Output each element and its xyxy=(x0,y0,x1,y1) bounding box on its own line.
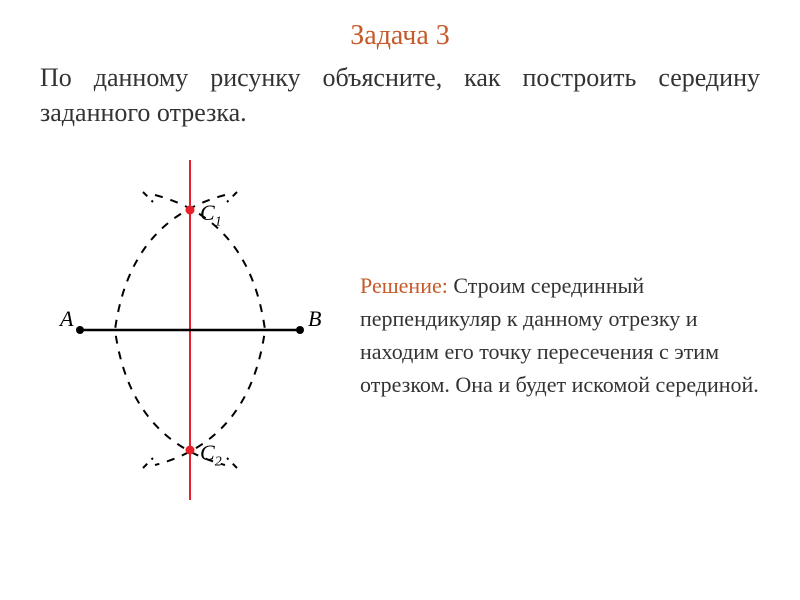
label-b: B xyxy=(308,306,321,332)
solution-block: Решение: Строим серединный перпендикуляр… xyxy=(360,259,760,401)
diagram-svg xyxy=(40,160,340,500)
solution-label: Решение: xyxy=(360,273,448,298)
point-c2 xyxy=(186,446,195,455)
problem-statement: По данному рисунку объясните, как постро… xyxy=(40,60,760,130)
task-title: Задача 3 xyxy=(40,20,760,52)
label-c2: C2 xyxy=(200,440,222,470)
point-c1 xyxy=(186,206,195,215)
point-b xyxy=(296,326,304,334)
tick-mark xyxy=(227,192,237,202)
tick-mark xyxy=(227,458,237,468)
tick-mark xyxy=(143,458,153,468)
geometry-diagram: A B C1 C2 xyxy=(40,160,340,500)
tick-mark xyxy=(143,192,153,202)
point-a xyxy=(76,326,84,334)
label-c1: C1 xyxy=(200,200,222,230)
content-area: A B C1 C2 Решение: Строим серединный пер… xyxy=(40,160,760,500)
label-a: A xyxy=(60,306,73,332)
